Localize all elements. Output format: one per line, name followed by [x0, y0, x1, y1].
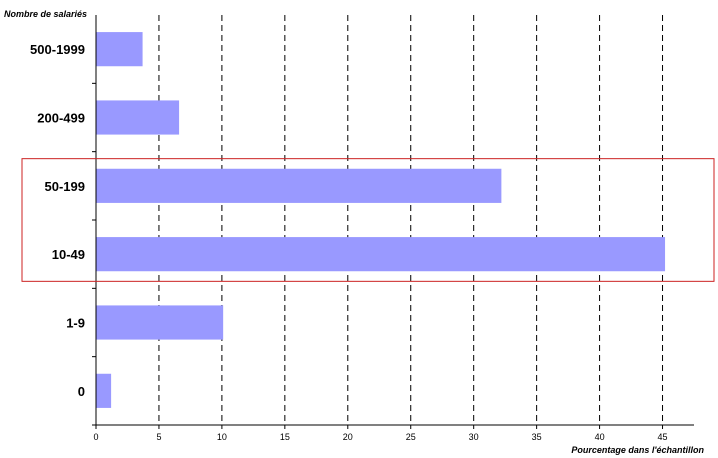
category-label: 10-49: [52, 247, 85, 262]
x-tick-label: 10: [217, 432, 227, 442]
x-tick-label: 15: [280, 432, 290, 442]
bar: [96, 305, 224, 340]
bar: [96, 32, 143, 67]
bar: [96, 100, 180, 135]
y-axis-title: Nombre de salariés: [4, 9, 87, 19]
axes: [92, 15, 694, 429]
category-label: 1-9: [66, 316, 85, 331]
x-tick-label: 20: [343, 432, 353, 442]
x-tick-label: 45: [658, 432, 668, 442]
bar: [96, 373, 112, 408]
bar: [96, 168, 502, 203]
category-label: 50-199: [45, 179, 85, 194]
category-label: 0: [78, 384, 85, 399]
category-label: 200-499: [37, 111, 85, 126]
x-tick-labels: 0 5 10 15 20 25 30 35 40 45: [93, 432, 667, 442]
x-tick-label: 5: [156, 432, 161, 442]
highlight-box: [21, 158, 715, 282]
bar: [96, 237, 666, 272]
highlight-box-rect: [21, 158, 715, 282]
x-tick-label: 0: [93, 432, 98, 442]
x-tick-label: 30: [469, 432, 479, 442]
gridlines: [158, 15, 664, 425]
x-axis-title: Pourcentage dans l'échantillon: [571, 445, 704, 455]
category-labels: 500-1999 200-499 50-199 10-49 1-9 0: [30, 42, 85, 399]
category-label: 500-1999: [30, 42, 85, 57]
x-tick-label: 40: [595, 432, 605, 442]
x-tick-label: 25: [406, 432, 416, 442]
x-tick-label: 35: [532, 432, 542, 442]
bars: [96, 32, 666, 408]
